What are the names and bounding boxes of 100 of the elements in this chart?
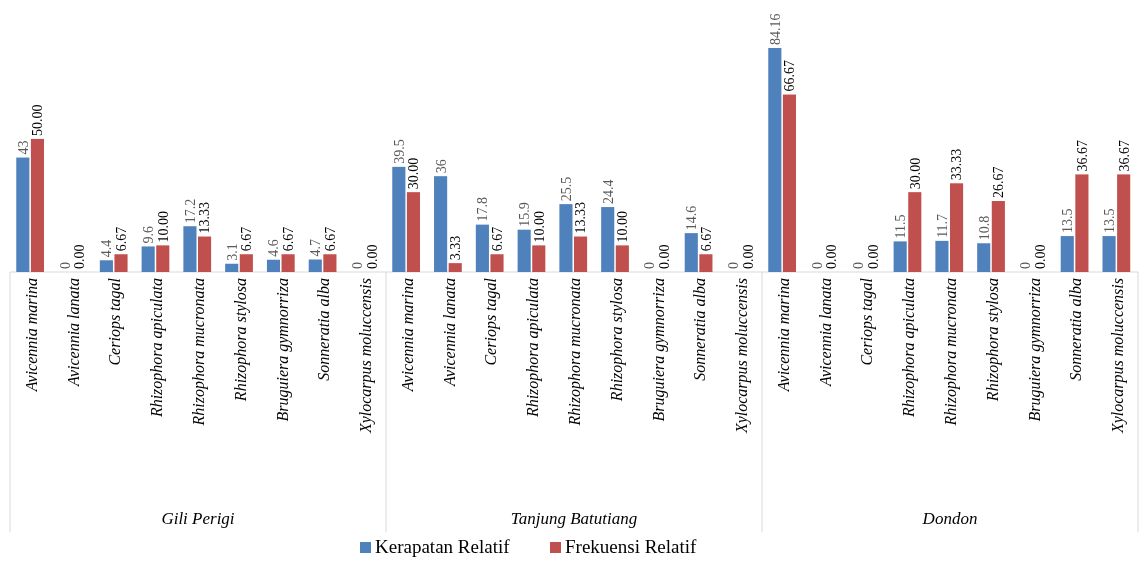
bar	[977, 243, 991, 272]
bar	[239, 254, 253, 272]
bar	[99, 260, 113, 272]
text: Tanjung Batutiang	[510, 509, 638, 528]
bar	[448, 263, 462, 272]
data-label: 9.6	[141, 225, 157, 244]
bar	[114, 254, 128, 272]
data-label: 0.00	[657, 244, 673, 269]
bar	[601, 207, 615, 272]
text: Gili Perigi	[161, 509, 235, 528]
data-label: 0.00	[1033, 244, 1049, 269]
bar	[16, 157, 30, 272]
x-tick-label: Avicennia lanata	[64, 278, 82, 387]
x-tick-label: Xylocarpus moluccensis	[1109, 278, 1128, 435]
x-tick-label: Rhizophora mucronata	[942, 278, 960, 427]
x-tick-label: Bruguiera gymnorriza	[1025, 278, 1044, 422]
x-tick-label: Bruguiera gymnorriza	[649, 278, 668, 422]
x-tick-label: Avicennia marina	[398, 278, 416, 393]
data-label: 0.00	[364, 244, 380, 269]
x-tick-label: Avicennia lanata	[440, 278, 458, 387]
data-label: 0	[725, 262, 741, 269]
data-label: 4.7	[308, 238, 324, 257]
data-label: 13.33	[197, 202, 213, 234]
bar	[517, 229, 531, 272]
bar	[1102, 236, 1116, 272]
bar	[950, 183, 964, 272]
data-label: 4.4	[99, 239, 115, 258]
data-label: 30.00	[907, 157, 923, 190]
bar	[935, 240, 949, 272]
data-label: 39.5	[391, 139, 407, 164]
data-label: 33.33	[949, 148, 965, 181]
bar	[475, 224, 489, 272]
data-label: 14.6	[684, 205, 700, 231]
data-label: 15.9	[517, 202, 533, 227]
data-label: 0	[642, 262, 658, 269]
bar	[893, 241, 907, 272]
data-label: 30.00	[406, 157, 422, 190]
bar	[30, 138, 45, 272]
data-label: 0.00	[740, 244, 756, 269]
bar	[406, 192, 421, 272]
x-tick-label: Avicennia marina	[774, 278, 792, 393]
x-tick-label: Sonneratia alba	[691, 278, 709, 381]
data-label: 24.4	[600, 179, 616, 205]
data-label: 4.6	[266, 239, 282, 257]
data-label: 6.67	[281, 226, 297, 252]
text: Dondon	[921, 509, 978, 528]
data-label: 17.8	[475, 197, 491, 222]
x-tick-label: Rhizophora stylosa	[983, 278, 1002, 403]
bar	[684, 233, 698, 272]
x-tick-label: Rhizophora apiculata	[148, 278, 167, 419]
data-label: 17.2	[182, 198, 198, 224]
data-label: 10.00	[531, 210, 547, 243]
data-label: 3.1	[224, 243, 240, 261]
data-label: 6.67	[698, 226, 714, 252]
bar	[225, 263, 239, 272]
bar	[266, 259, 281, 272]
x-tick-label: Rhizophora stylosa	[607, 278, 626, 403]
data-label: 10.00	[615, 210, 631, 243]
bar	[1060, 236, 1074, 272]
data-label: 50.00	[30, 104, 46, 136]
data-label: 0.00	[824, 244, 840, 269]
bar	[782, 94, 797, 272]
bar	[308, 259, 322, 272]
bar	[490, 254, 504, 272]
x-tick-label: Rhizophora apiculata	[900, 278, 919, 419]
data-label: 0	[57, 262, 73, 269]
x-tick-label: Xylocarpus moluccensis	[733, 278, 752, 435]
bar	[532, 245, 546, 272]
bar	[392, 166, 406, 272]
data-label: 84.16	[767, 13, 783, 45]
data-label: 66.67	[782, 60, 798, 92]
x-tick-label: Ceriops tagal	[106, 277, 125, 366]
data-label: 13.33	[573, 202, 589, 234]
x-tick-label: Xylocarpus moluccensis	[357, 278, 376, 435]
data-label: 0	[1018, 262, 1034, 269]
bar	[156, 245, 170, 272]
data-label: 0.00	[865, 244, 881, 269]
bar	[699, 254, 713, 272]
data-label: 0	[809, 262, 825, 269]
bar	[434, 176, 448, 272]
bar	[141, 246, 155, 272]
bar	[1075, 174, 1089, 272]
x-tick-label: Sonneratia alba	[1067, 278, 1085, 381]
bar	[908, 192, 922, 272]
bar	[1117, 174, 1131, 272]
bar	[768, 48, 782, 272]
bar	[281, 254, 295, 272]
x-tick-label: Rhizophora mucronata	[190, 278, 208, 427]
data-label: 6.67	[239, 226, 255, 252]
bar	[323, 254, 337, 272]
x-tick-label: Avicennia lanata	[816, 278, 834, 387]
bar	[574, 236, 588, 272]
data-label: 11.7	[934, 213, 950, 238]
x-tick-label: Ceriops tagal	[858, 277, 877, 366]
x-tick-label: Sonneratia alba	[315, 278, 333, 381]
data-label: 36.67	[1074, 139, 1090, 172]
bar	[183, 226, 197, 272]
data-label: 25.5	[558, 176, 574, 202]
legend-label: Frekuensi Relatif	[565, 536, 698, 557]
x-tick-label: Rhizophora mucronata	[566, 278, 584, 427]
